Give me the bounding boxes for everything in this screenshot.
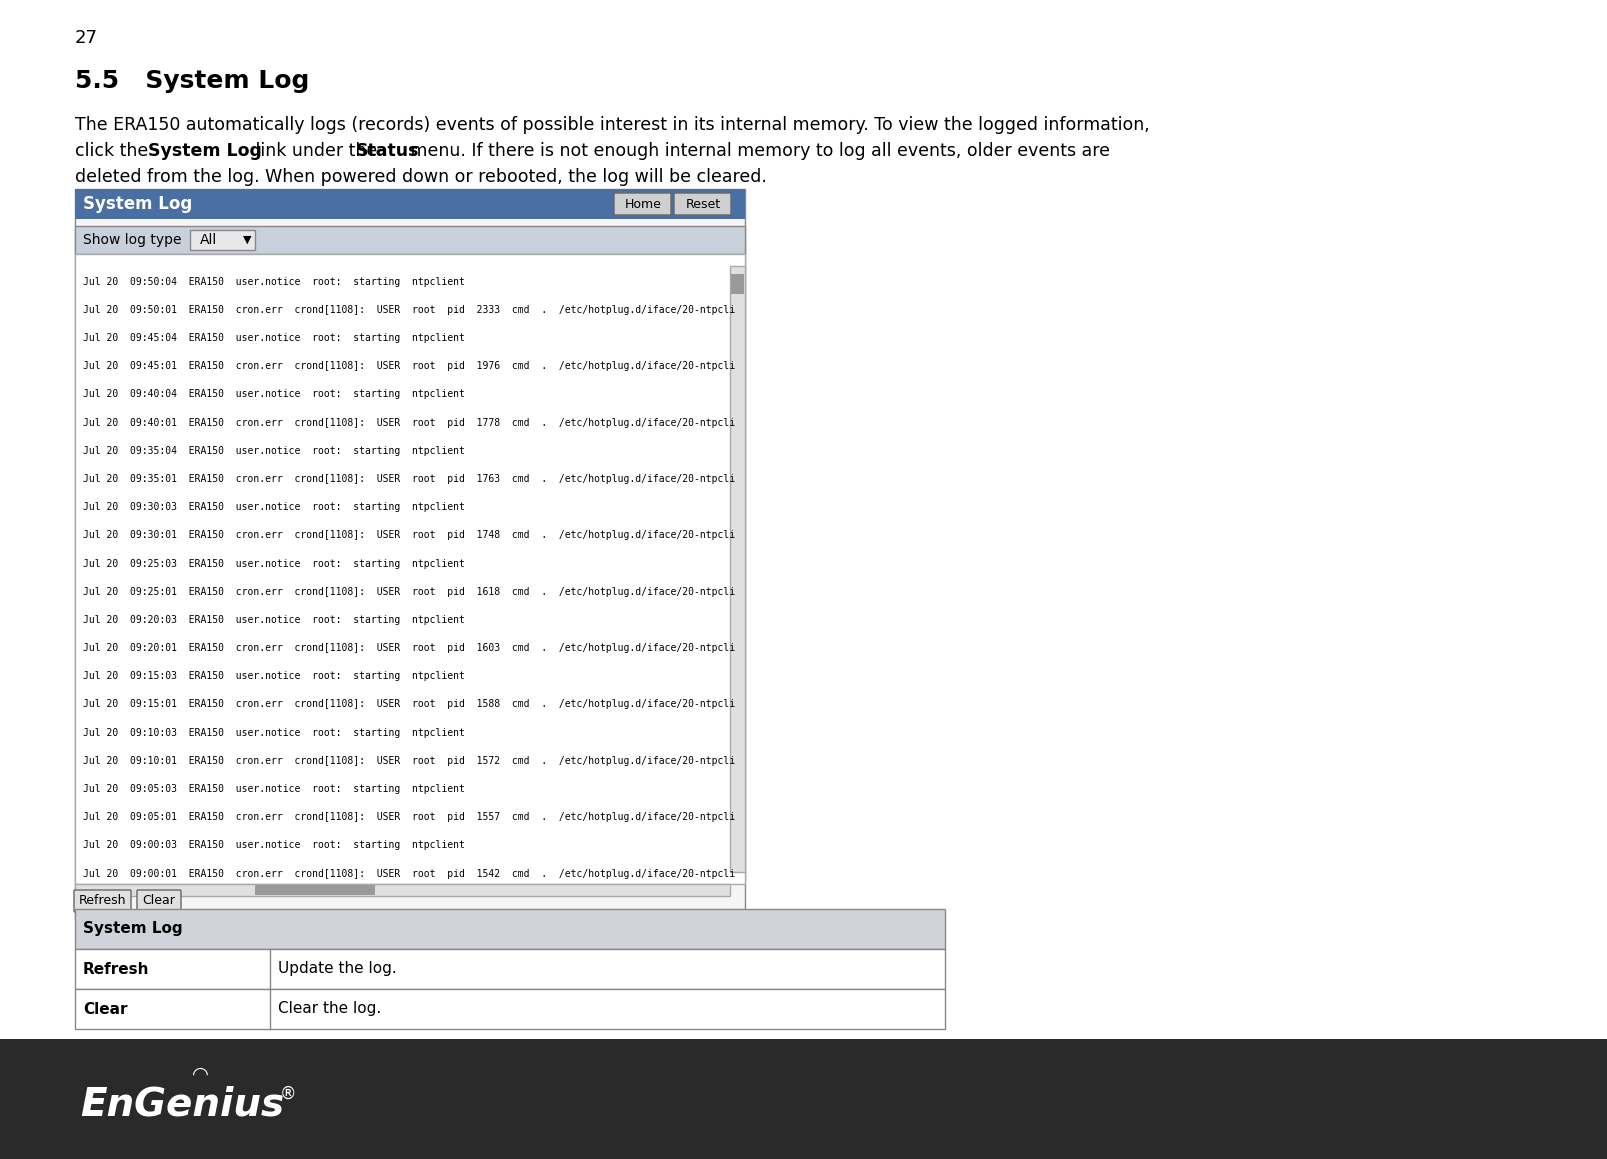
Bar — [256, 885, 374, 895]
Text: Jul 20  09:20:01  ERA150  cron.err  crond[1108]:  USER  root  pid  1603  cmd  . : Jul 20 09:20:01 ERA150 cron.err crond[11… — [84, 643, 734, 653]
Text: Jul 20  09:25:01  ERA150  cron.err  crond[1108]:  USER  root  pid  1618  cmd  . : Jul 20 09:25:01 ERA150 cron.err crond[11… — [84, 586, 734, 597]
Text: Jul 20  09:00:01  ERA150  cron.err  crond[1108]:  USER  root  pid  1542  cmd  . : Jul 20 09:00:01 ERA150 cron.err crond[11… — [84, 868, 734, 879]
Bar — [76, 189, 746, 919]
Text: Jul 20  09:40:01  ERA150  cron.err  crond[1108]:  USER  root  pid  1778  cmd  . : Jul 20 09:40:01 ERA150 cron.err crond[11… — [84, 417, 734, 428]
Text: Jul 20  09:00:03  ERA150  user.notice  root:  starting  ntpclient: Jul 20 09:00:03 ERA150 user.notice root:… — [84, 840, 464, 851]
Text: Jul 20  09:10:01  ERA150  cron.err  crond[1108]:  USER  root  pid  1572  cmd  . : Jul 20 09:10:01 ERA150 cron.err crond[11… — [84, 756, 734, 766]
Text: link under the: link under the — [251, 143, 382, 160]
Text: EnGenius: EnGenius — [80, 1085, 284, 1123]
Bar — [730, 267, 746, 872]
Bar — [76, 909, 945, 949]
Text: Home: Home — [625, 197, 662, 211]
Text: Jul 20  09:15:01  ERA150  cron.err  crond[1108]:  USER  root  pid  1588  cmd  . : Jul 20 09:15:01 ERA150 cron.err crond[11… — [84, 699, 734, 709]
Text: deleted from the log. When powered down or rebooted, the log will be cleared.: deleted from the log. When powered down … — [76, 168, 767, 185]
Text: Jul 20  09:15:03  ERA150  user.notice  root:  starting  ntpclient: Jul 20 09:15:03 ERA150 user.notice root:… — [84, 671, 464, 681]
Text: Show log type: Show log type — [84, 233, 182, 247]
Text: Jul 20  09:50:01  ERA150  cron.err  crond[1108]:  USER  root  pid  2333  cmd  . : Jul 20 09:50:01 ERA150 cron.err crond[11… — [84, 305, 734, 315]
Text: ▼: ▼ — [243, 235, 252, 245]
Text: Jul 20  09:45:04  ERA150  user.notice  root:  starting  ntpclient: Jul 20 09:45:04 ERA150 user.notice root:… — [84, 333, 464, 343]
FancyBboxPatch shape — [614, 194, 672, 216]
Text: Jul 20  09:45:01  ERA150  cron.err  crond[1108]:  USER  root  pid  1976  cmd  . : Jul 20 09:45:01 ERA150 cron.err crond[11… — [84, 362, 734, 371]
Text: Jul 20  09:25:03  ERA150  user.notice  root:  starting  ntpclient: Jul 20 09:25:03 ERA150 user.notice root:… — [84, 559, 464, 569]
Text: Jul 20  09:35:01  ERA150  cron.err  crond[1108]:  USER  root  pid  1763  cmd  . : Jul 20 09:35:01 ERA150 cron.err crond[11… — [84, 474, 734, 484]
Text: System Log: System Log — [148, 143, 262, 160]
Text: System Log: System Log — [84, 921, 183, 936]
Bar — [0, 1038, 1607, 1159]
Text: Refresh: Refresh — [79, 895, 125, 907]
Text: All: All — [199, 233, 217, 247]
Bar — [76, 949, 945, 989]
Text: Jul 20  09:10:03  ERA150  user.notice  root:  starting  ntpclient: Jul 20 09:10:03 ERA150 user.notice root:… — [84, 728, 464, 737]
Text: Jul 20  09:05:03  ERA150  user.notice  root:  starting  ntpclient: Jul 20 09:05:03 ERA150 user.notice root:… — [84, 783, 464, 794]
FancyBboxPatch shape — [673, 194, 731, 216]
Text: Clear the log.: Clear the log. — [278, 1001, 381, 1016]
Text: ®: ® — [280, 1085, 297, 1103]
Text: menu. If there is not enough internal memory to log all events, older events are: menu. If there is not enough internal me… — [405, 143, 1110, 160]
Text: 5.5   System Log: 5.5 System Log — [76, 70, 310, 93]
Text: The ERA150 automatically logs (records) events of possible interest in its inter: The ERA150 automatically logs (records) … — [76, 116, 1149, 134]
FancyBboxPatch shape — [137, 890, 182, 912]
Bar — [76, 226, 746, 254]
Text: Jul 20  09:20:03  ERA150  user.notice  root:  starting  ntpclient: Jul 20 09:20:03 ERA150 user.notice root:… — [84, 615, 464, 625]
Text: Jul 20  09:35:04  ERA150  user.notice  root:  starting  ntpclient: Jul 20 09:35:04 ERA150 user.notice root:… — [84, 446, 464, 455]
FancyBboxPatch shape — [74, 890, 132, 912]
Text: Jul 20  09:05:01  ERA150  cron.err  crond[1108]:  USER  root  pid  1557  cmd  . : Jul 20 09:05:01 ERA150 cron.err crond[11… — [84, 812, 734, 822]
Text: Refresh: Refresh — [84, 962, 149, 977]
Text: Clear: Clear — [84, 1001, 127, 1016]
Text: Update the log.: Update the log. — [278, 962, 397, 977]
Text: Reset: Reset — [686, 197, 720, 211]
Text: Jul 20  09:50:04  ERA150  user.notice  root:  starting  ntpclient: Jul 20 09:50:04 ERA150 user.notice root:… — [84, 277, 464, 286]
Text: Jul 20  09:40:04  ERA150  user.notice  root:  starting  ntpclient: Jul 20 09:40:04 ERA150 user.notice root:… — [84, 389, 464, 400]
Bar — [190, 229, 256, 250]
Text: System Log: System Log — [84, 195, 193, 213]
Bar — [76, 989, 945, 1029]
Bar — [76, 189, 746, 219]
Bar — [731, 274, 744, 294]
Bar — [76, 884, 730, 896]
Text: Jul 20  09:30:03  ERA150  user.notice  root:  starting  ntpclient: Jul 20 09:30:03 ERA150 user.notice root:… — [84, 502, 464, 512]
Text: Jul 20  09:30:01  ERA150  cron.err  crond[1108]:  USER  root  pid  1748  cmd  . : Jul 20 09:30:01 ERA150 cron.err crond[11… — [84, 531, 734, 540]
Text: Clear: Clear — [143, 895, 175, 907]
Bar — [76, 254, 746, 884]
Text: 27: 27 — [76, 29, 98, 48]
Text: click the: click the — [76, 143, 154, 160]
Text: ◠: ◠ — [191, 1064, 209, 1084]
Text: Status: Status — [357, 143, 419, 160]
